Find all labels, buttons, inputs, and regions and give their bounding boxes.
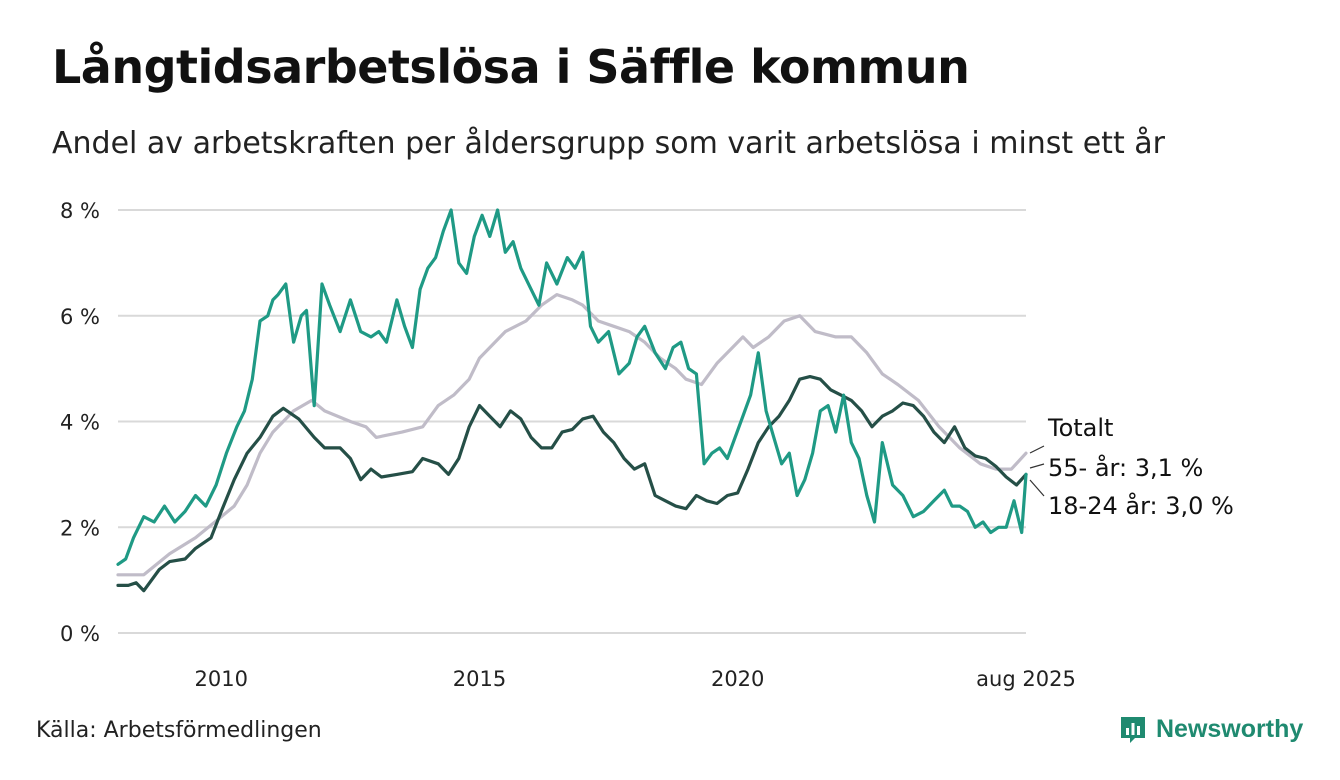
y-tick-label: 8 %: [60, 199, 100, 223]
brand-name: Newsworthy: [1156, 714, 1304, 743]
y-tick-label: 2 %: [60, 516, 100, 540]
series-line-55: [116, 375, 1028, 593]
x-tick-label: aug 2025: [976, 667, 1076, 691]
series-line-18-24: [116, 208, 1028, 566]
y-tick-label: 0 %: [60, 622, 100, 646]
line-chart: 0 % 2 % 4 % 6 % 8 % 2010 2015 2020 aug 2025 Total…: [60, 199, 1234, 691]
label-leader-line: [1029, 463, 1045, 469]
y-tick-label: 6 %: [60, 305, 100, 329]
x-tick-label: 2020: [711, 667, 764, 691]
x-tick-label: 2010: [195, 667, 248, 691]
newsworthy-icon: [1121, 717, 1145, 743]
x-tick-label: 2015: [453, 667, 506, 691]
end-label-18-24: 18-24 år: 3,0 %: [1048, 491, 1234, 520]
end-label-totalt: Totalt: [1047, 414, 1113, 442]
source-note: Källa: Arbetsförmedlingen: [36, 718, 322, 743]
brand-logo[interactable]: Newsworthy: [1118, 714, 1303, 744]
series-line-totalt: [116, 293, 1028, 577]
chart-subtitle: Andel av arbetskraften per åldersgrupp s…: [52, 126, 1165, 161]
label-leader-line: [1029, 445, 1045, 454]
label-leader-line: [1029, 479, 1045, 497]
y-tick-label: 4 %: [60, 411, 100, 435]
chart-title: Långtidsarbetslösa i Säffle kommun: [52, 40, 970, 94]
end-label-55: 55- år: 3,1 %: [1048, 453, 1203, 482]
